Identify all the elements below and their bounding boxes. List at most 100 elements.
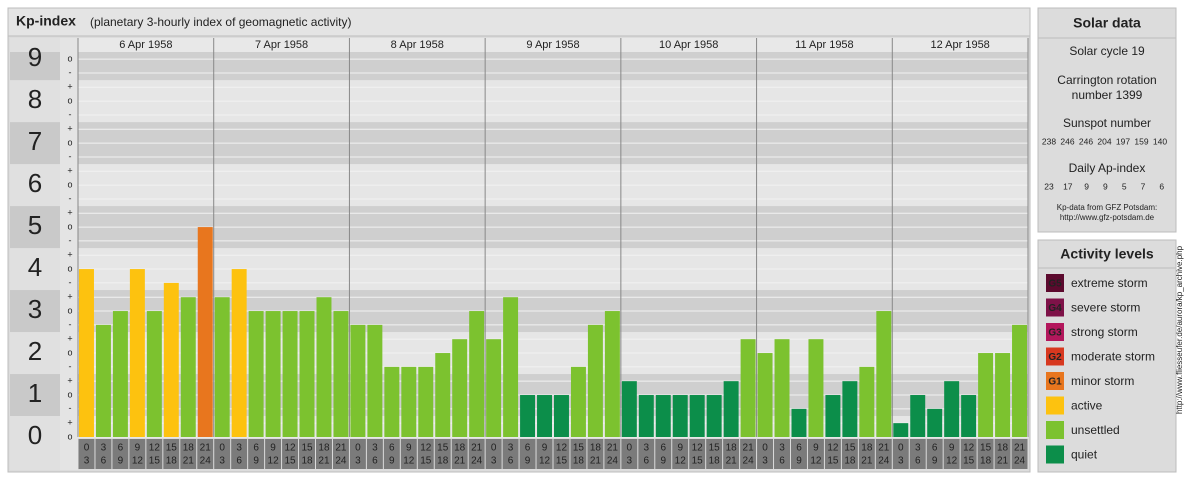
legend-label: unsettled <box>1071 423 1120 437</box>
minor-column <box>60 38 78 470</box>
bar <box>333 311 349 437</box>
hour-start: 6 <box>932 443 938 454</box>
hour-box <box>774 439 790 469</box>
hour-end: 9 <box>525 456 531 467</box>
hour-box <box>129 439 146 469</box>
hour-end: 3 <box>84 456 90 467</box>
digit-band <box>10 290 60 333</box>
minor-tick-label: - <box>69 277 72 287</box>
minor-tick-label: - <box>69 67 72 77</box>
hour-end: 24 <box>743 456 755 467</box>
bar <box>316 297 332 437</box>
hour-box <box>316 439 332 469</box>
hour-start: 21 <box>878 443 890 454</box>
hour-end: 24 <box>1014 456 1026 467</box>
ap-value: 17 <box>1063 181 1073 191</box>
hour-box <box>146 439 163 469</box>
hour-box <box>740 439 757 469</box>
day-label: 6 Apr 1958 <box>119 39 172 51</box>
minor-tick-label: o <box>67 305 72 315</box>
hour-end: 21 <box>997 456 1009 467</box>
minor-tick-label: + <box>67 376 72 386</box>
hour-box <box>604 439 621 469</box>
digit-band <box>10 374 60 417</box>
hour-end: 21 <box>590 456 602 467</box>
hour-box <box>723 439 740 469</box>
hour-start: 15 <box>709 443 721 454</box>
hour-start: 12 <box>420 443 432 454</box>
hour-end: 9 <box>932 456 938 467</box>
hour-end: 6 <box>236 456 242 467</box>
hour-start: 12 <box>149 443 161 454</box>
bar <box>893 423 909 437</box>
band <box>78 52 1028 81</box>
chart-title: Kp-index <box>16 13 76 29</box>
minor-tick-label: o <box>67 347 72 357</box>
bar <box>655 395 671 437</box>
day-label: 12 Apr 1958 <box>930 39 989 51</box>
hour-box <box>892 439 909 469</box>
hour-start: 9 <box>949 443 955 454</box>
hour-start: 12 <box>284 443 296 454</box>
hour-box <box>197 439 214 469</box>
bar <box>231 269 247 437</box>
hour-end: 9 <box>253 456 259 467</box>
legend-label: strong storm <box>1071 325 1138 339</box>
legend-swatch <box>1046 396 1064 415</box>
source-note: http://www.gfz-potsdam.de <box>1060 213 1155 222</box>
hour-end: 3 <box>355 456 361 467</box>
hour-box <box>807 439 824 469</box>
hour-box <box>231 439 248 469</box>
minor-tick-label: + <box>67 292 72 302</box>
minor-tick-label: o <box>67 263 72 273</box>
hour-end: 12 <box>946 456 958 467</box>
hour-start: 21 <box>200 443 212 454</box>
legend-label: extreme storm <box>1071 276 1148 290</box>
hour-box <box>638 439 655 469</box>
hour-box <box>841 439 858 469</box>
bar <box>554 395 569 437</box>
hour-start: 6 <box>389 443 395 454</box>
bar <box>146 311 162 437</box>
bar <box>910 395 926 437</box>
minor-tick-label: - <box>69 193 72 203</box>
sunspot-number: 246 <box>1060 136 1074 146</box>
day-header-row <box>78 38 1028 52</box>
bar <box>180 297 196 437</box>
hour-end: 24 <box>200 456 212 467</box>
hour-start: 18 <box>997 443 1009 454</box>
hour-end: 12 <box>132 456 144 467</box>
bar <box>401 366 417 437</box>
hour-start: 0 <box>627 443 633 454</box>
bar <box>1012 324 1027 437</box>
bar <box>604 311 620 437</box>
hour-start: 0 <box>898 443 904 454</box>
bar <box>503 297 519 437</box>
minor-tick-label: o <box>67 389 72 399</box>
digit-band <box>10 52 60 81</box>
hour-box <box>909 439 926 469</box>
hour-box <box>332 439 349 469</box>
hour-end: 12 <box>810 456 822 467</box>
hour-box <box>587 439 604 469</box>
hour-box <box>553 439 570 469</box>
hour-start: 18 <box>861 443 873 454</box>
legend-swatch <box>1046 298 1064 317</box>
hour-box <box>655 439 672 469</box>
minor-tick-label: - <box>69 403 72 413</box>
hour-end: 24 <box>607 456 619 467</box>
hour-box <box>451 439 468 469</box>
bar <box>587 324 603 437</box>
ap-value: 9 <box>1084 181 1089 191</box>
hour-box <box>757 439 774 469</box>
minor-tick-label: + <box>67 166 72 176</box>
day-label: 7 Apr 1958 <box>255 39 308 51</box>
hour-start: 18 <box>590 443 602 454</box>
bar <box>723 381 739 437</box>
hour-start: 0 <box>84 443 90 454</box>
hour-box <box>570 439 587 469</box>
bar <box>520 395 536 437</box>
hour-start: 12 <box>963 443 975 454</box>
ap-value: 7 <box>1141 181 1146 191</box>
